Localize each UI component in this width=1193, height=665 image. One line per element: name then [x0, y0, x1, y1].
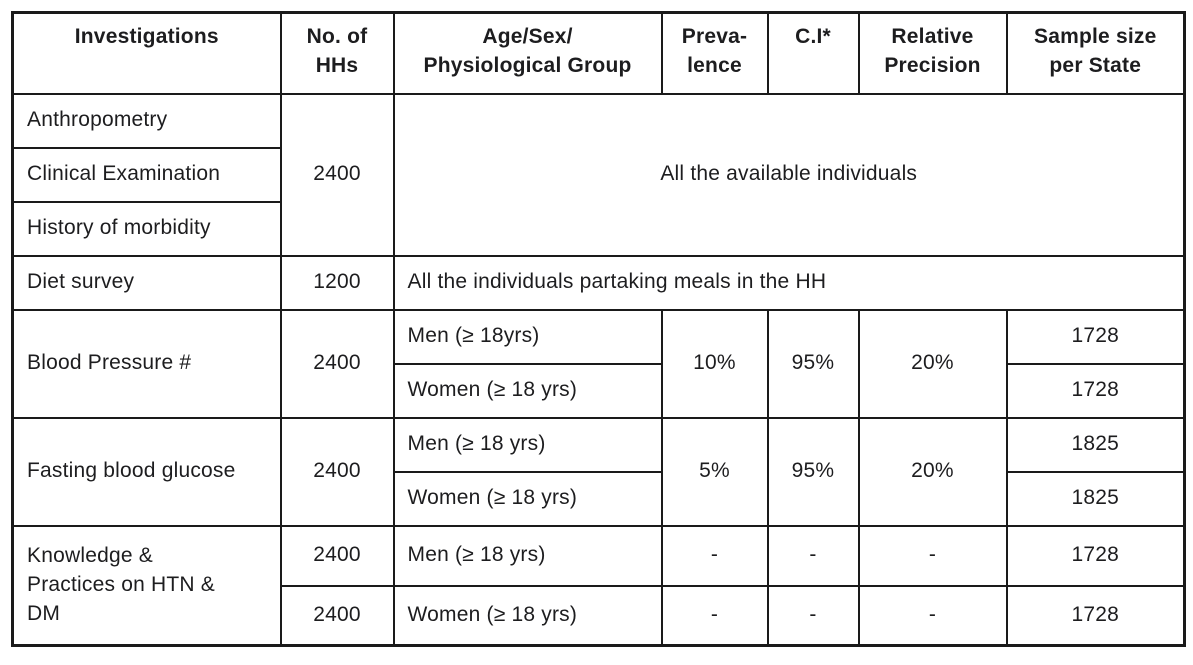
cell-fbg-women-sample: 1825 — [1005, 470, 1186, 527]
cell-anthropometry: Anthropometry — [11, 92, 282, 149]
cell-kp-women-group: Women (≥ 18 yrs) — [392, 584, 663, 647]
cell-general-hhs: 2400 — [279, 92, 395, 257]
cell-diet-hhs: 1200 — [279, 254, 395, 311]
row-kp-women: 2400 Women (≥ 18 yrs) - - - 1728 — [13, 584, 1186, 647]
header-ci: C.I* — [766, 11, 860, 95]
cell-bp-men-sample: 1728 — [1005, 308, 1186, 365]
cell-kp-men-group: Men (≥ 18 yrs) — [392, 524, 663, 587]
cell-kp-women-relative-precision: - — [857, 584, 1008, 647]
cell-bp-men-group: Men (≥ 18yrs) — [392, 308, 663, 365]
row-fbg-men: Fasting blood glucose 2400 Men (≥ 18 yrs… — [11, 416, 1186, 527]
row-blood-pressure-women: Women (≥ 18 yrs) 1728 — [13, 362, 1186, 419]
cell-fbg-men-group: Men (≥ 18 yrs) — [392, 416, 663, 473]
header-row: Investigations No. of HHs Age/Sex/ Physi… — [11, 11, 1186, 95]
row-clinical-examination: Clinical Examination — [11, 146, 1185, 203]
cell-bp-relative-precision: 20% — [857, 308, 1008, 419]
cell-general-coverage: All the available individuals — [392, 92, 1186, 257]
cell-history-of-morbidity: History of morbidity — [11, 200, 282, 257]
cell-fbg-investigation: Fasting blood glucose — [11, 416, 282, 527]
cell-fbg-hhs: 2400 — [279, 416, 395, 527]
row-kp-men: Knowledge & Practices on HTN & DM 2400 M… — [11, 524, 1186, 647]
cell-kp-women-sample: 1728 — [1005, 584, 1186, 647]
cell-fbg-prevalence: 5% — [660, 416, 769, 527]
header-age-sex-group: Age/Sex/ Physiological Group — [392, 11, 663, 95]
cell-kp-women-prevalence: - — [660, 584, 769, 647]
header-sample-size: Sample size per State — [1005, 11, 1186, 95]
row-anthropometry: Anthropometry 2400 All the available ind… — [11, 92, 1186, 257]
cell-fbg-women-group: Women (≥ 18 yrs) — [392, 470, 663, 527]
cell-kp-men-prevalence: - — [660, 524, 769, 587]
cell-clinical-examination: Clinical Examination — [11, 146, 282, 203]
cell-bp-women-group: Women (≥ 18 yrs) — [392, 362, 663, 419]
header-no-of-hhs: No. of HHs — [279, 11, 395, 95]
header-investigations: Investigations — [11, 11, 282, 95]
cell-bp-ci: 95% — [766, 308, 860, 419]
cell-fbg-men-sample: 1825 — [1005, 416, 1186, 473]
row-fbg-women: Women (≥ 18 yrs) 1825 — [13, 470, 1186, 527]
cell-bp-women-sample: 1728 — [1005, 362, 1186, 419]
cell-bp-investigation: Blood Pressure # — [11, 308, 282, 419]
cell-kp-investigation: Knowledge & Practices on HTN & DM — [11, 524, 282, 647]
cell-bp-prevalence: 10% — [660, 308, 769, 419]
header-prevalence: Preva- lence — [660, 11, 769, 95]
cell-bp-hhs: 2400 — [279, 308, 395, 419]
cell-fbg-ci: 95% — [766, 416, 860, 527]
cell-kp-women-ci: - — [766, 584, 860, 647]
cell-kp-men-hhs: 2400 — [279, 524, 395, 587]
cell-diet-coverage: All the individuals partaking meals in t… — [392, 254, 1186, 311]
sampling-plan-table: Investigations No. of HHs Age/Sex/ Physi… — [11, 11, 1186, 647]
header-relative-precision: Relative Precision — [857, 11, 1008, 95]
cell-kp-men-relative-precision: - — [857, 524, 1008, 587]
cell-kp-men-ci: - — [766, 524, 860, 587]
cell-fbg-relative-precision: 20% — [857, 416, 1008, 527]
row-history-of-morbidity: History of morbidity — [11, 200, 1185, 257]
cell-kp-men-sample: 1728 — [1005, 524, 1186, 587]
cell-diet-investigation: Diet survey — [11, 254, 282, 311]
row-diet-survey: Diet survey 1200 All the individuals par… — [11, 254, 1186, 311]
cell-kp-women-hhs: 2400 — [279, 584, 395, 647]
row-blood-pressure-men: Blood Pressure # 2400 Men (≥ 18yrs) 10% … — [11, 308, 1186, 419]
